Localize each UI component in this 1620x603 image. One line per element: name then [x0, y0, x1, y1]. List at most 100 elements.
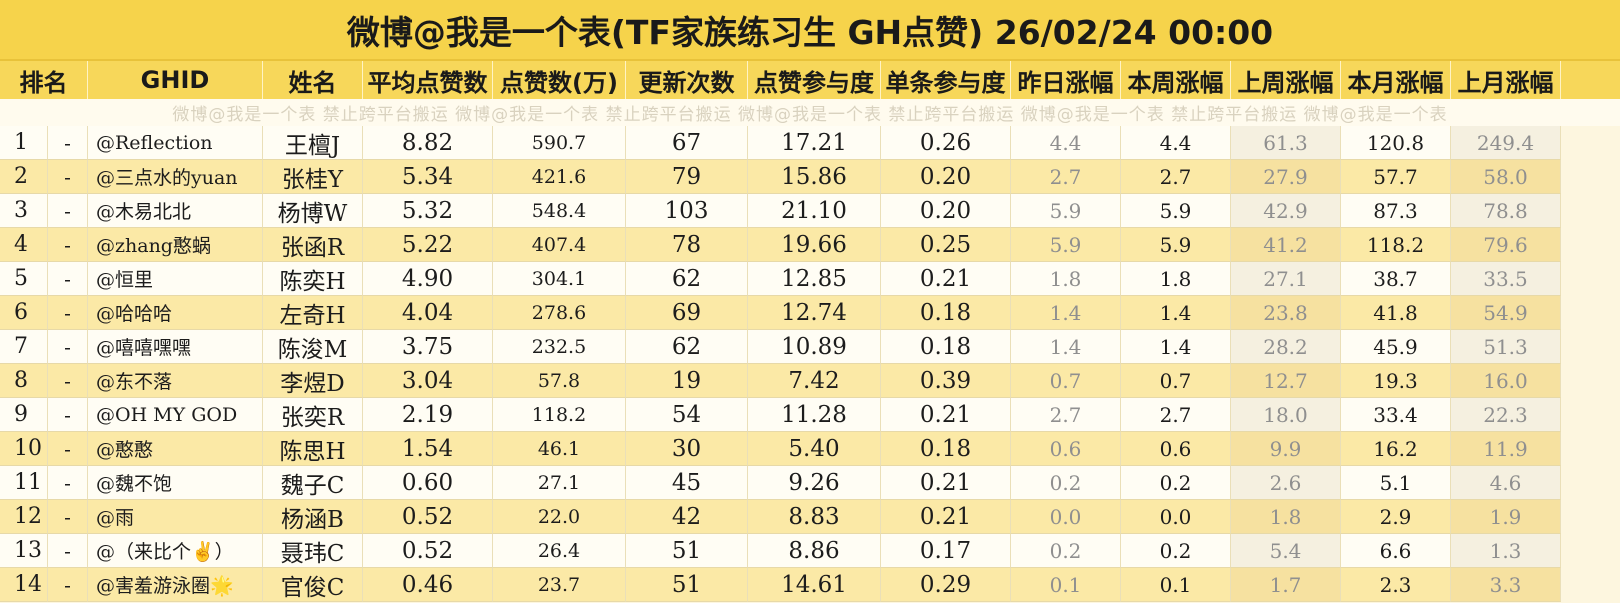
cell-rank: 5: [0, 262, 48, 296]
cell-change: -: [48, 296, 88, 330]
cell-this-month-growth: 57.7: [1341, 160, 1451, 194]
cell-yesterday-growth: 5.9: [1011, 228, 1121, 262]
cell-yesterday-growth: 2.7: [1011, 160, 1121, 194]
cell-like-participation: 14.61: [748, 568, 881, 602]
cell-name: 王檀J: [263, 126, 363, 160]
cell-this-week-growth: 1.4: [1121, 296, 1231, 330]
cell-this-week-growth: 1.8: [1121, 262, 1231, 296]
cell-likes-wan: 421.6: [493, 160, 626, 194]
cell-last-month-growth: 54.9: [1451, 296, 1561, 330]
cell-like-participation: 5.40: [748, 432, 881, 466]
cell-this-week-growth: 1.4: [1121, 330, 1231, 364]
cell-ghid: @哈哈哈: [88, 296, 263, 330]
cell-rank: 1: [0, 126, 48, 160]
cell-last-month-growth: 3.3: [1451, 568, 1561, 602]
cell-avg-likes: 5.34: [363, 160, 493, 194]
cell-avg-likes: 0.52: [363, 500, 493, 534]
cell-name: 左奇H: [263, 296, 363, 330]
cell-last-week-growth: 9.9: [1231, 432, 1341, 466]
cell-ghid: @嘻嘻嘿嘿: [88, 330, 263, 364]
cell-name: 聂玮C: [263, 534, 363, 568]
cell-like-participation: 17.21: [748, 126, 881, 160]
cell-update-count: 19: [626, 364, 748, 398]
cell-avg-likes: 0.46: [363, 568, 493, 602]
cell-yesterday-growth: 4.4: [1011, 126, 1121, 160]
cell-this-week-growth: 4.4: [1121, 126, 1231, 160]
cell-yesterday-growth: 1.4: [1011, 330, 1121, 364]
cell-likes-wan: 278.6: [493, 296, 626, 330]
cell-yesterday-growth: 0.2: [1011, 534, 1121, 568]
header-rank: 排名: [0, 61, 88, 99]
header-yesterday-growth: 昨日涨幅: [1011, 61, 1121, 99]
cell-last-week-growth: 23.8: [1231, 296, 1341, 330]
cell-last-week-growth: 12.7: [1231, 364, 1341, 398]
cell-yesterday-growth: 5.9: [1011, 194, 1121, 228]
cell-avg-likes: 4.04: [363, 296, 493, 330]
cell-this-month-growth: 38.7: [1341, 262, 1451, 296]
table-body: 1- @Reflection 王檀J 8.82 590.7 67 17.21 0.26 4.4 4…: [0, 126, 1620, 602]
cell-last-week-growth: 1.7: [1231, 568, 1341, 602]
cell-single-participation: 0.21: [881, 466, 1011, 500]
cell-name: 李煜D: [263, 364, 363, 398]
header-ghid: GHID: [88, 61, 263, 99]
cell-ghid: @魏不饱: [88, 466, 263, 500]
cell-this-month-growth: 2.3: [1341, 568, 1451, 602]
cell-update-count: 42: [626, 500, 748, 534]
cell-rank: 10: [0, 432, 48, 466]
cell-single-participation: 0.21: [881, 500, 1011, 534]
cell-yesterday-growth: 0.0: [1011, 500, 1121, 534]
cell-likes-wan: 407.4: [493, 228, 626, 262]
cell-this-week-growth: 5.9: [1121, 194, 1231, 228]
header-last-month-growth: 上月涨幅: [1451, 61, 1561, 99]
cell-name: 杨博W: [263, 194, 363, 228]
header-like-participation: 点赞参与度: [748, 61, 881, 99]
cell-likes-wan: 57.8: [493, 364, 626, 398]
cell-like-participation: 9.26: [748, 466, 881, 500]
cell-likes-wan: 22.0: [493, 500, 626, 534]
cell-this-month-growth: 120.8: [1341, 126, 1451, 160]
cell-rank: 3: [0, 194, 48, 228]
cell-likes-wan: 23.7: [493, 568, 626, 602]
cell-rank: 9: [0, 398, 48, 432]
cell-change: -: [48, 262, 88, 296]
cell-ghid: @三点水的yuan: [88, 160, 263, 194]
cell-update-count: 51: [626, 534, 748, 568]
cell-ghid: @木易北北: [88, 194, 263, 228]
cell-single-participation: 0.20: [881, 160, 1011, 194]
cell-single-participation: 0.18: [881, 330, 1011, 364]
cell-rank: 8: [0, 364, 48, 398]
cell-like-participation: 11.28: [748, 398, 881, 432]
cell-update-count: 45: [626, 466, 748, 500]
cell-this-month-growth: 5.1: [1341, 466, 1451, 500]
cell-avg-likes: 8.82: [363, 126, 493, 160]
cell-last-month-growth: 1.3: [1451, 534, 1561, 568]
cell-update-count: 78: [626, 228, 748, 262]
cell-single-participation: 0.18: [881, 432, 1011, 466]
cell-last-month-growth: 1.9: [1451, 500, 1561, 534]
cell-change: -: [48, 500, 88, 534]
cell-change: -: [48, 534, 88, 568]
cell-last-month-growth: 22.3: [1451, 398, 1561, 432]
cell-likes-wan: 548.4: [493, 194, 626, 228]
cell-name: 杨涵B: [263, 500, 363, 534]
cell-this-week-growth: 0.0: [1121, 500, 1231, 534]
cell-name: 魏子C: [263, 466, 363, 500]
cell-yesterday-growth: 0.2: [1011, 466, 1121, 500]
cell-this-week-growth: 0.1: [1121, 568, 1231, 602]
cell-update-count: 69: [626, 296, 748, 330]
header-update-count: 更新次数: [626, 61, 748, 99]
cell-change: -: [48, 228, 88, 262]
cell-last-month-growth: 78.8: [1451, 194, 1561, 228]
header-single-participation: 单条参与度: [881, 61, 1011, 99]
watermark-text: 微博@我是一个表 禁止跨平台搬运 微博@我是一个表 禁止跨平台搬运 微博@我是一…: [0, 99, 1620, 126]
cell-avg-likes: 4.90: [363, 262, 493, 296]
cell-avg-likes: 1.54: [363, 432, 493, 466]
cell-ghid: @OH MY GOD: [88, 398, 263, 432]
cell-single-participation: 0.17: [881, 534, 1011, 568]
header-this-week-growth: 本周涨幅: [1121, 61, 1231, 99]
cell-yesterday-growth: 0.1: [1011, 568, 1121, 602]
header-likes-wan: 点赞数(万): [493, 61, 626, 99]
cell-name: 陈浚M: [263, 330, 363, 364]
cell-this-week-growth: 0.2: [1121, 466, 1231, 500]
cell-single-participation: 0.21: [881, 262, 1011, 296]
